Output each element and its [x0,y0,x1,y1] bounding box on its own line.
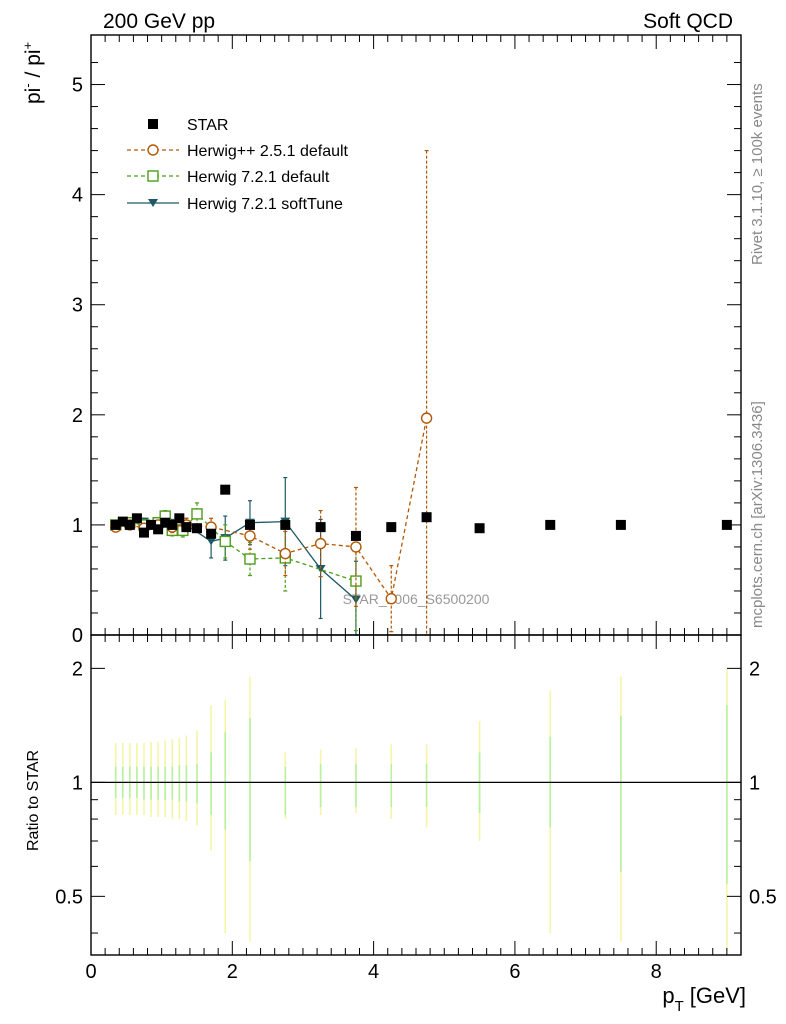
ratio-y-tick-label: 2 [72,658,83,680]
star-data-point [124,519,135,530]
star-data-point [244,519,255,530]
legend-entry: Herwig 7.2.1 default [127,169,330,186]
header-right: Soft QCD [643,10,733,33]
star-data-point [153,524,164,535]
herwig-pp-point [244,530,256,542]
mcplots-label: mcplots.cern.ch [arXiv:1306.3436] [749,401,766,628]
main-y-tick-label: 4 [72,185,83,207]
herwig-default-point [350,575,362,587]
analysis-watermark: STAR_2006_S6500200 [343,591,490,607]
star-data-point [280,519,291,530]
x-tick-label: 0 [85,961,96,983]
star-data-point [174,513,185,524]
herwig-pp-point [385,592,397,605]
herwig-pp-point [420,412,433,424]
main-y-tick-label: 2 [72,405,83,427]
star-data-point [350,530,361,541]
star-data-point [160,517,171,528]
legend-label: Herwig 7.2.1 default [187,169,330,186]
herwig-softtune-point [315,564,326,573]
ratio-y-axis-label: Ratio to STAR [25,750,42,851]
ratio-y-tick-label-right: 1 [749,772,760,794]
herwig-default-point [244,553,256,565]
ratio-frame [90,634,742,956]
ratio-uncertainty-bands [114,668,728,951]
x-axis-label: pT [GeV] [662,983,746,1015]
star-data-point [146,519,157,530]
star-series [110,484,732,541]
herwig-softtune-point [206,537,217,546]
star-data-point [148,119,158,129]
star-data-point [191,523,202,534]
star-data-point [220,484,231,495]
x-tick-label: 8 [651,961,662,983]
star-data-point [206,528,217,539]
legend-entry: STAR [148,117,228,134]
herwig-pp-point [279,547,291,560]
main-y-tick-label: 5 [72,75,83,97]
herwig-default-point [147,170,159,182]
x-tick-label: 2 [227,961,238,983]
legend: STAR Herwig++ 2.5.1 default Herwig 7.2.1 d… [127,117,349,213]
star-data-point [474,523,485,534]
header-left: 200 GeV pp [103,10,215,33]
legend-label: STAR [187,117,228,134]
herwig-pp-point [314,537,327,550]
herwig-softtune-series [110,476,361,636]
ratio-y-tick-label: 0.5 [55,886,83,908]
star-data-point [131,513,142,524]
main-y-tick-label: 3 [72,295,83,317]
legend-entry: Herwig 7.2.1 softTune [127,196,343,213]
x-tick-label: 4 [368,961,379,983]
star-data-point [315,522,326,533]
star-data-point [181,522,192,533]
ratio-y-tick-label: 1 [72,772,83,794]
herwig-softtune-point [148,199,158,207]
axes: 0 1 2 3 4 5 0 2 4 6 8 0.5 0.5 1 1 2 2 [55,34,777,983]
star-data-point [615,519,626,530]
legend-entry: Herwig++ 2.5.1 default [127,143,349,160]
main-y-axis-label: pi- / pi+ [20,42,45,104]
rivet-version-label: Rivet 3.1.10, ≥ 100k events [749,83,766,265]
herwig-pp-series-line [115,417,428,601]
star-data-point [721,519,732,530]
star-data-point [117,516,128,527]
x-tick-label: 6 [509,961,520,983]
herwig-default-point [191,508,203,520]
main-y-tick-label: 0 [72,625,83,647]
star-data-point [138,527,149,538]
main-y-tick-label: 1 [72,515,83,537]
herwig-pp-point [350,541,362,553]
star-data-point [545,519,556,530]
star-data-point [386,522,397,533]
ratio-y-tick-label-right: 0.5 [749,886,777,908]
legend-label: Herwig 7.2.1 softTune [187,196,343,213]
star-data-point [167,519,178,530]
star-data-point [421,512,432,523]
herwig-default-point [219,535,231,548]
herwig-pp-point [147,144,159,156]
star-data-point [110,519,121,530]
ratio-y-tick-label-right: 2 [749,658,760,680]
herwig-pp-series [110,149,433,636]
main-panel-marks [110,149,732,636]
legend-label: Herwig++ 2.5.1 default [187,143,349,160]
